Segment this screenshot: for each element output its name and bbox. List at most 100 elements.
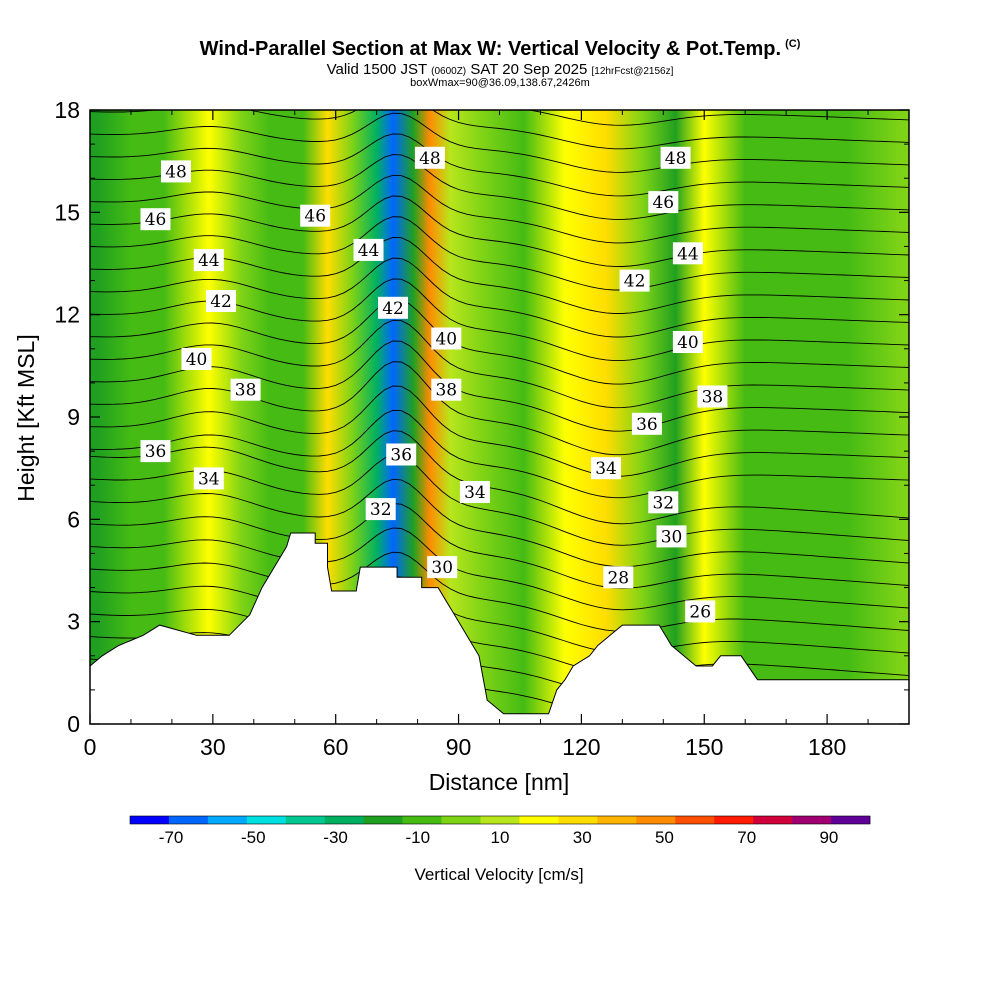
- contour-label-box: [300, 204, 331, 227]
- colorbar-swatch: [285, 816, 326, 824]
- contour-label-text: 48: [165, 162, 187, 182]
- contour-label-box: [427, 556, 458, 579]
- contour-label-text: 32: [370, 500, 392, 520]
- theta-contour: [90, 236, 909, 314]
- contour-label-text: 28: [607, 568, 629, 588]
- contour-label: 34: [591, 457, 621, 480]
- contour-label-text: 42: [624, 272, 646, 292]
- contour-label: 44: [353, 238, 384, 261]
- contour-label: 38: [697, 385, 728, 408]
- theta-contour: [90, 110, 909, 150]
- contour-label-text: 38: [435, 381, 457, 401]
- contour-label-box: [656, 525, 687, 548]
- contour-label-box: [193, 249, 224, 272]
- contour-label-box: [431, 327, 462, 350]
- contour-label-text: 40: [435, 330, 457, 350]
- theta-contour: [90, 174, 909, 244]
- contour-label: 36: [386, 443, 417, 466]
- colorbar-tick-label: -70: [159, 828, 184, 847]
- contour-label-text: 46: [304, 207, 326, 227]
- colorbar-swatch: [168, 816, 209, 824]
- contour-label-text: 36: [390, 446, 412, 466]
- y-tick-label: 15: [54, 199, 80, 225]
- contour-label: 48: [660, 146, 691, 169]
- theta-contour: [90, 600, 909, 677]
- colorbar-label: Vertical Velocity [cm/s]: [414, 865, 583, 884]
- theta-contour: [90, 454, 909, 546]
- colorbar-swatch: [324, 816, 364, 824]
- theta-contour: [90, 576, 909, 654]
- contour-label-text: 34: [198, 469, 220, 489]
- contour-label: 46: [648, 191, 679, 214]
- colorbar-swatch: [246, 816, 287, 824]
- contour-label: 46: [300, 204, 331, 227]
- contour-label-text: 40: [186, 350, 208, 370]
- theta-contour: [526, 110, 909, 126]
- colorbar-swatch: [558, 816, 598, 824]
- colorbar-tick-label: 90: [819, 828, 838, 847]
- y-tick-label: 3: [67, 609, 80, 635]
- theta-contour: [90, 430, 909, 525]
- contour-label: 34: [459, 481, 490, 503]
- contour-label-box: [648, 191, 679, 214]
- colorbar-tick-label: 50: [655, 828, 674, 847]
- x-tick-label: 0: [84, 734, 97, 760]
- contour-label-text: 38: [702, 388, 724, 408]
- colorbar-swatch: [207, 816, 248, 824]
- colorbar-swatch: [130, 816, 170, 824]
- theta-contour: [90, 340, 909, 432]
- x-tick-label: 90: [446, 734, 472, 760]
- contour-label: 28: [603, 566, 634, 589]
- theta-contour: [90, 133, 909, 197]
- contour-label-text: 30: [661, 527, 683, 547]
- colorbar-tick-label: -30: [323, 828, 348, 847]
- contour-label-box: [386, 443, 417, 466]
- y-tick-label: 6: [67, 506, 80, 532]
- colorbar-swatch: [675, 816, 715, 824]
- contour-label-box: [140, 440, 171, 463]
- y-tick-label: 18: [54, 97, 80, 123]
- contour-label-box: [648, 491, 679, 514]
- terrain: [89, 532, 910, 725]
- contour-label: 48: [161, 160, 191, 183]
- theta-contours: [90, 110, 909, 722]
- theta-contour: [90, 154, 909, 220]
- contour-label-box: [140, 208, 171, 231]
- contour-label: 32: [365, 498, 396, 521]
- contour-label-text: 34: [595, 459, 617, 479]
- colorbar-swatch: [402, 816, 442, 824]
- colorbar-frame: [129, 815, 871, 825]
- colorbar-swatch: [753, 816, 793, 824]
- contour-label-text: 32: [652, 493, 674, 513]
- contour-label-box: [697, 385, 728, 408]
- contour-label-text: 26: [689, 602, 711, 622]
- contour-label: 38: [431, 378, 462, 401]
- contour-label-text: 44: [358, 241, 380, 261]
- contour-label-box: [161, 160, 191, 183]
- theta-contour: [90, 112, 909, 173]
- colorbar-swatch: [831, 816, 871, 824]
- colorbar-swatch: [636, 816, 676, 824]
- contour-label: 44: [672, 242, 703, 265]
- colorbar-swatch: [363, 816, 403, 824]
- contour-labels: 48 46 44 42 40 38 36 34 46 44 42 48 40 38 36 32 34 30 48 46…: [140, 146, 728, 623]
- contour-label: 46: [140, 208, 171, 231]
- chart-title: Wind-Parallel Section at Max W: Vertical…: [199, 38, 801, 60]
- contour-label: 30: [427, 556, 458, 579]
- contour-label-text: 48: [419, 149, 441, 169]
- y-tick-label: 0: [67, 711, 80, 737]
- y-tick-label: 12: [54, 302, 80, 328]
- contour-label-box: [206, 290, 236, 312]
- contour-label: 40: [431, 327, 462, 350]
- contour-label-text: 40: [677, 333, 699, 353]
- theta-contour: [90, 551, 909, 632]
- colorbar-swatch: [480, 816, 520, 824]
- contour-label-box: [591, 457, 621, 480]
- colorbar-swatch: [792, 816, 832, 824]
- x-tick-label: 150: [685, 734, 723, 760]
- contour-label-text: 36: [145, 442, 167, 462]
- colorbar-swatch: [519, 816, 559, 824]
- contour-label-text: 42: [210, 292, 232, 312]
- contour-label: 44: [193, 249, 224, 272]
